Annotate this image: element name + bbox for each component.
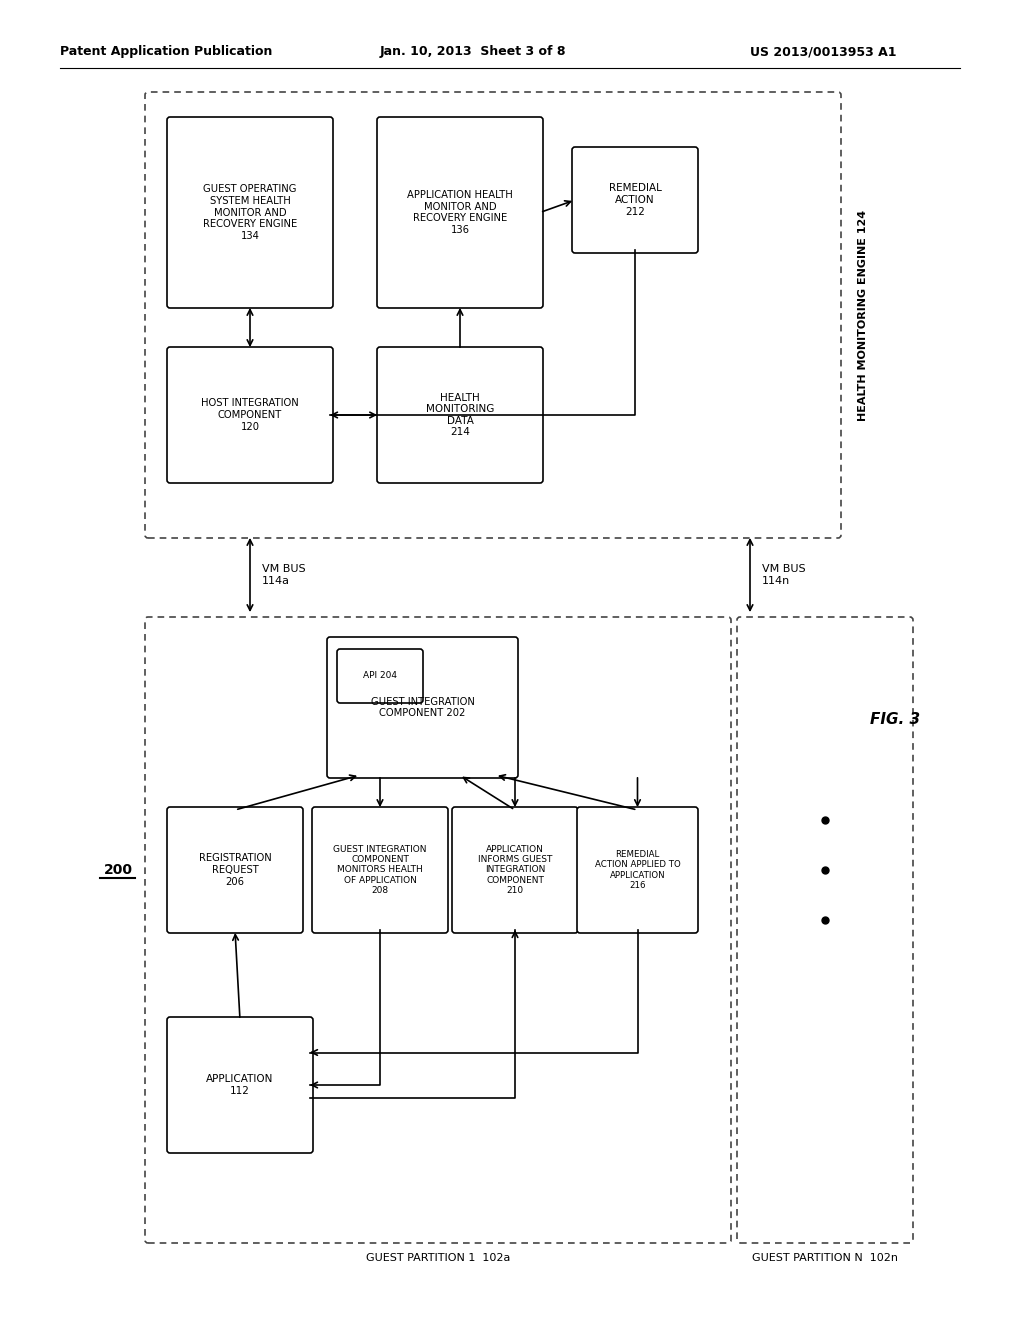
Text: APPLICATION HEALTH
MONITOR AND
RECOVERY ENGINE
136: APPLICATION HEALTH MONITOR AND RECOVERY … [408,190,513,235]
FancyBboxPatch shape [167,117,333,308]
Text: HEALTH
MONITORING
DATA
214: HEALTH MONITORING DATA 214 [426,392,495,437]
FancyBboxPatch shape [577,807,698,933]
FancyBboxPatch shape [167,347,333,483]
Text: REMEDIAL
ACTION
212: REMEDIAL ACTION 212 [608,183,662,216]
FancyBboxPatch shape [572,147,698,253]
Text: GUEST PARTITION N  102n: GUEST PARTITION N 102n [752,1253,898,1263]
FancyBboxPatch shape [312,807,449,933]
FancyBboxPatch shape [167,807,303,933]
Text: HOST INTEGRATION
COMPONENT
120: HOST INTEGRATION COMPONENT 120 [201,399,299,432]
Text: 200: 200 [103,863,132,876]
Text: REMEDIAL
ACTION APPLIED TO
APPLICATION
216: REMEDIAL ACTION APPLIED TO APPLICATION 2… [595,850,680,890]
Text: APPLICATION
INFORMS GUEST
INTEGRATION
COMPONENT
210: APPLICATION INFORMS GUEST INTEGRATION CO… [478,845,552,895]
Text: VM BUS
114a: VM BUS 114a [262,564,305,586]
Text: GUEST PARTITION 1  102a: GUEST PARTITION 1 102a [366,1253,510,1263]
Text: GUEST OPERATING
SYSTEM HEALTH
MONITOR AND
RECOVERY ENGINE
134: GUEST OPERATING SYSTEM HEALTH MONITOR AN… [203,185,297,240]
Text: Jan. 10, 2013  Sheet 3 of 8: Jan. 10, 2013 Sheet 3 of 8 [380,45,566,58]
Text: Patent Application Publication: Patent Application Publication [60,45,272,58]
FancyBboxPatch shape [377,117,543,308]
Text: HEALTH MONITORING ENGINE 124: HEALTH MONITORING ENGINE 124 [858,210,868,421]
FancyBboxPatch shape [452,807,578,933]
Text: GUEST INTEGRATION
COMPONENT
MONITORS HEALTH
OF APPLICATION
208: GUEST INTEGRATION COMPONENT MONITORS HEA… [333,845,427,895]
FancyBboxPatch shape [377,347,543,483]
Text: FIG. 3: FIG. 3 [870,713,921,727]
Text: US 2013/0013953 A1: US 2013/0013953 A1 [750,45,896,58]
FancyBboxPatch shape [327,638,518,777]
Text: GUEST INTEGRATION
COMPONENT 202: GUEST INTEGRATION COMPONENT 202 [371,697,474,718]
Text: REGISTRATION
REQUEST
206: REGISTRATION REQUEST 206 [199,854,271,887]
Text: APPLICATION
112: APPLICATION 112 [206,1074,273,1096]
FancyBboxPatch shape [167,1016,313,1152]
Text: API 204: API 204 [362,672,397,681]
FancyBboxPatch shape [337,649,423,704]
Text: VM BUS
114n: VM BUS 114n [762,564,806,586]
